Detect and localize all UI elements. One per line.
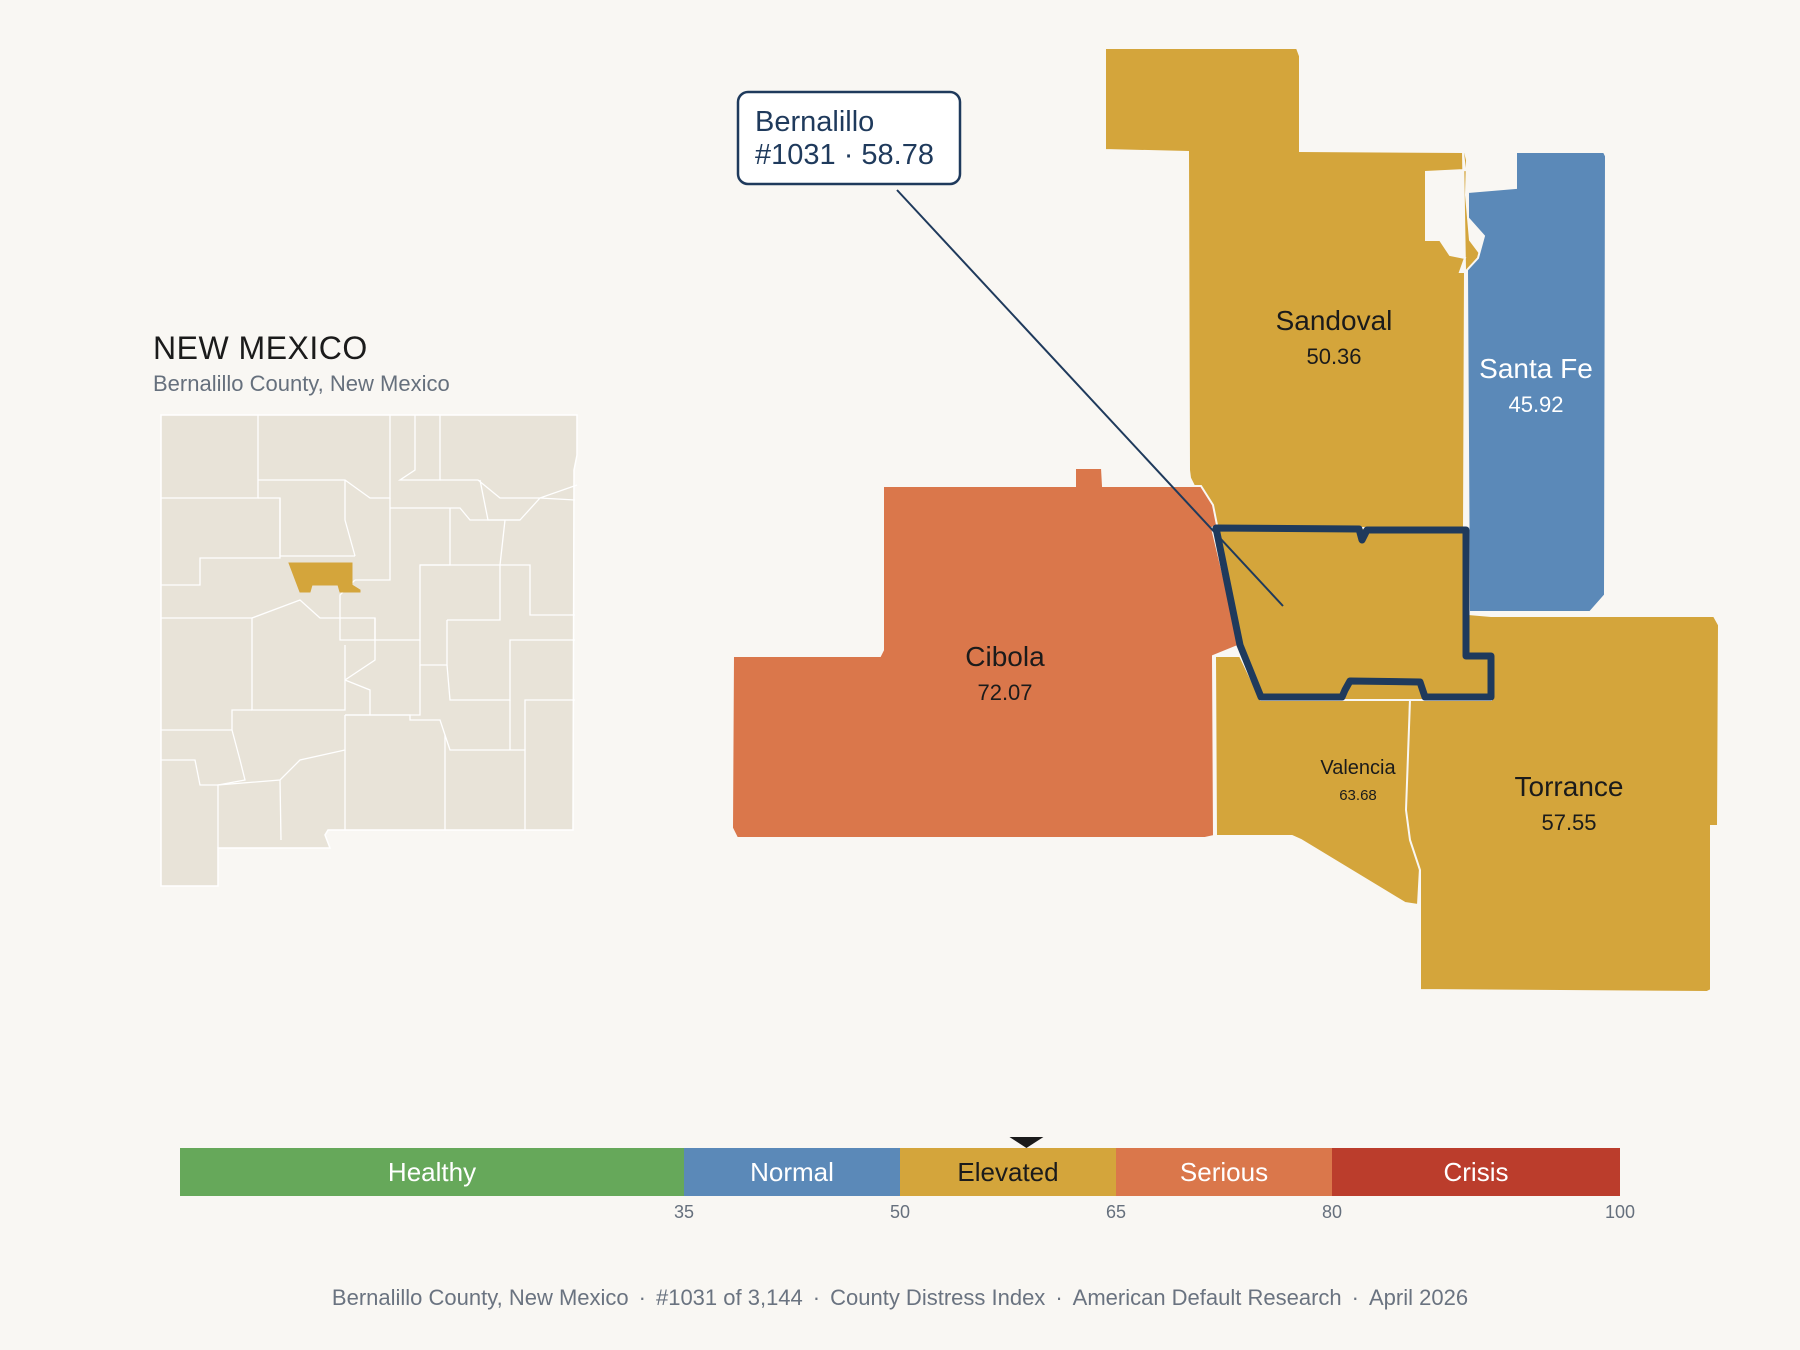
county-label-sandoval: Sandoval	[1276, 305, 1393, 336]
scale-band-label: Normal	[750, 1157, 834, 1187]
footer-separator: ·	[1055, 1285, 1063, 1310]
county-value-valencia: 63.68	[1339, 787, 1377, 804]
scale-band-label: Healthy	[388, 1157, 476, 1187]
regional-map: Bernalillo #1031 · 58.78 Sandoval 50.36 …	[730, 47, 1721, 994]
county-sandoval[interactable]	[1104, 47, 1484, 532]
scale-marker	[1009, 1137, 1044, 1148]
county-label-cibola: Cibola	[965, 641, 1045, 672]
callout-rank-score: #1031 · 58.78	[755, 139, 934, 171]
county-label-torrance: Torrance	[1515, 771, 1624, 802]
county-label-valencia: Valencia	[1320, 757, 1396, 779]
scale-band-healthy	[180, 1148, 684, 1196]
county-label-santa-fe: Santa Fe	[1479, 353, 1593, 384]
footer-rank: #1031 of 3,144	[655, 1285, 803, 1310]
callout-county-name: Bernalillo	[755, 106, 874, 138]
scale-band-label: Elevated	[957, 1157, 1058, 1187]
footer-separator: ·	[1351, 1285, 1359, 1310]
county-santa-fe[interactable]	[1465, 151, 1608, 613]
bernalillo-outline	[1212, 524, 1495, 701]
footer-date: April 2026	[1368, 1285, 1469, 1310]
scale-band-normal	[684, 1148, 900, 1196]
scale-band-label: Crisis	[1444, 1157, 1509, 1187]
county-value-cibola: 72.07	[977, 680, 1032, 705]
inset-bernalillo-highlight	[288, 562, 361, 593]
scale-tick-label: 35	[674, 1202, 694, 1222]
state-subtitle: Bernalillo County, New Mexico	[153, 371, 450, 396]
footer-place: Bernalillo County, New Mexico	[331, 1285, 629, 1310]
scale-band-elevated	[900, 1148, 1116, 1196]
footer-separator: ·	[812, 1285, 821, 1310]
state-inset-map	[160, 414, 578, 887]
scale-band-serious	[1116, 1148, 1332, 1196]
scale-tick-label: 100	[1605, 1202, 1635, 1222]
callout-box	[736, 90, 962, 186]
scale-tick-label: 65	[1106, 1202, 1126, 1222]
callout-leader-line	[896, 189, 1284, 607]
scale-band-crisis	[1332, 1148, 1620, 1196]
scale-band-label: Serious	[1180, 1157, 1268, 1187]
county-value-santa-fe: 45.92	[1508, 392, 1563, 417]
footer-index: County Distress Index	[830, 1285, 1046, 1310]
county-bernalillo[interactable]	[1214, 527, 1493, 703]
inset-county-lines	[161, 415, 578, 848]
footer: Bernalillo County, New Mexico · #1031 of 3…	[0, 1285, 1800, 1311]
county-value-sandoval: 50.36	[1306, 344, 1361, 369]
scale-tick-label: 50	[890, 1202, 910, 1222]
county-value-torrance: 57.55	[1541, 810, 1596, 835]
state-title: NEW MEXICO	[153, 330, 368, 366]
inset-state-shape	[160, 414, 578, 887]
scale-tick-label: 80	[1322, 1202, 1342, 1222]
footer-source: American Default Research	[1072, 1285, 1342, 1310]
distress-scale-legend: Healthy Normal Elevated Serious Crisis 35 50 65…	[180, 1137, 1635, 1222]
footer-separator: ·	[638, 1285, 646, 1310]
